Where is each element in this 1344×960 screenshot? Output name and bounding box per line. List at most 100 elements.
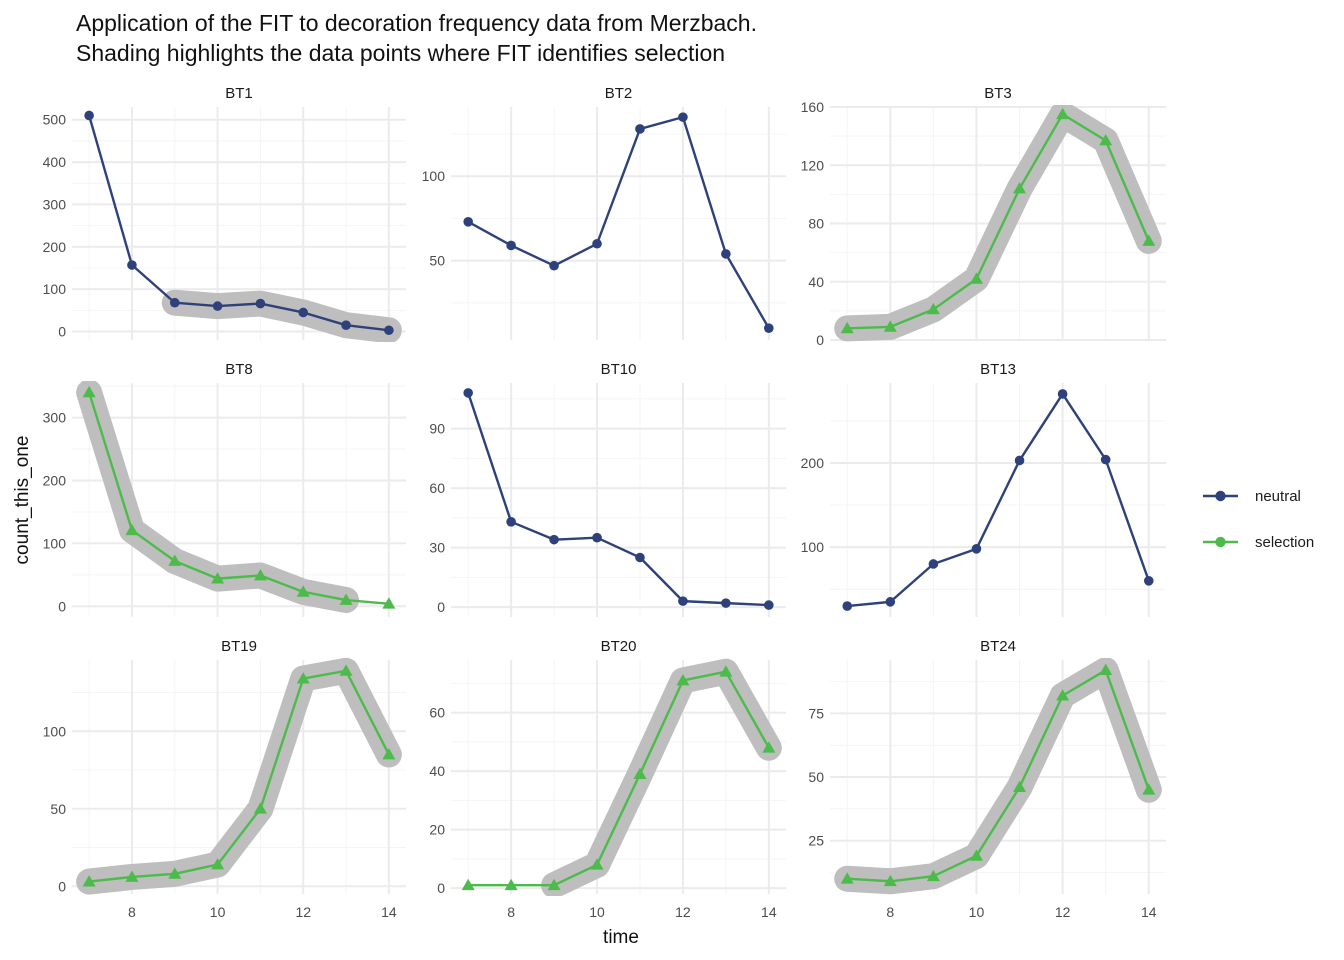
selection-shading xyxy=(76,658,402,895)
selection-shading xyxy=(834,658,1162,895)
data-point xyxy=(764,323,774,333)
x-tick-label: 12 xyxy=(1055,904,1071,920)
series-line-bt24 xyxy=(847,668,1150,883)
legend-key-marker xyxy=(1215,490,1226,502)
plot-area-bt2 xyxy=(463,112,774,333)
series-line-bt13 xyxy=(847,392,1150,608)
y-tick-label: 0 xyxy=(437,599,445,615)
data-point xyxy=(969,849,983,861)
panel-bt3: BT3 0 40 80 120 160 xyxy=(801,85,1166,348)
data-point xyxy=(1099,663,1113,676)
y-tick-label: 50 xyxy=(429,253,445,269)
y-tick-label: 60 xyxy=(429,480,445,496)
panel-title-bt24: BT24 xyxy=(980,638,1016,655)
data-point xyxy=(840,321,854,334)
selection-shading xyxy=(541,658,782,896)
data-point xyxy=(461,878,475,891)
data-point xyxy=(82,385,96,398)
y-axis-title: count_this_one xyxy=(12,436,33,565)
legend-item-selection: selection xyxy=(1203,534,1314,551)
plot-area-bt13 xyxy=(842,389,1154,611)
data-point xyxy=(1142,783,1156,795)
x-tick-label: 8 xyxy=(507,904,515,920)
data-point xyxy=(168,554,182,566)
data-point xyxy=(549,260,559,271)
data-point xyxy=(211,858,225,870)
data-point xyxy=(676,673,690,686)
data-point xyxy=(971,544,982,554)
x-tick-label: 12 xyxy=(675,904,691,920)
data-point xyxy=(1142,234,1156,246)
data-point xyxy=(969,272,983,284)
x-tick-label: 8 xyxy=(128,904,136,920)
data-point xyxy=(633,767,647,779)
y-tick-label: 75 xyxy=(808,705,824,721)
data-point xyxy=(296,585,310,597)
data-point xyxy=(125,870,139,882)
data-point xyxy=(842,601,853,611)
y-tick-label: 50 xyxy=(50,801,66,817)
x-tick-label: 14 xyxy=(761,904,777,920)
y-tick-label: 400 xyxy=(43,154,67,170)
data-point xyxy=(127,260,137,270)
series-line-bt8 xyxy=(87,392,389,605)
y-tick-label: 300 xyxy=(43,196,67,212)
x-tick-label: 10 xyxy=(589,904,605,920)
plot-area-bt19 xyxy=(76,658,402,895)
data-point xyxy=(721,598,731,608)
data-point xyxy=(592,238,602,249)
legend-key-marker xyxy=(1215,536,1226,548)
panel-bt24: BT24 25 50 75 8 10 12 14 xyxy=(808,638,1166,920)
y-tick-label: 100 xyxy=(43,535,67,551)
series-line-bt2 xyxy=(467,115,770,329)
data-point xyxy=(296,672,310,684)
plot-area-bt8 xyxy=(76,381,396,614)
legend: neutral selection xyxy=(1203,488,1314,551)
y-tick-label: 300 xyxy=(43,410,67,426)
panel-title-bt20: BT20 xyxy=(601,638,637,655)
plot-area-bt24 xyxy=(834,658,1162,895)
data-point xyxy=(341,320,351,330)
y-tick-label: 0 xyxy=(58,324,66,340)
data-point xyxy=(635,124,645,134)
y-tick-label: 0 xyxy=(437,880,445,896)
data-point xyxy=(1143,576,1154,586)
data-point xyxy=(298,307,309,318)
y-tick-label: 160 xyxy=(801,99,825,115)
panel-bt8: BT8 0 100 200 300 xyxy=(43,361,406,617)
data-point xyxy=(82,875,96,887)
y-tick-label: 0 xyxy=(58,598,66,614)
x-tick-label: 14 xyxy=(1141,904,1157,920)
data-point xyxy=(592,532,602,543)
panel-title-bt1: BT1 xyxy=(225,85,253,102)
data-point xyxy=(883,320,897,332)
y-tick-label: 50 xyxy=(808,769,824,785)
data-point xyxy=(1056,107,1070,120)
data-point xyxy=(721,249,731,259)
data-point xyxy=(590,858,604,870)
plot-area-bt20 xyxy=(461,658,782,896)
data-point xyxy=(255,298,266,309)
data-point xyxy=(1056,689,1070,701)
y-tick-label: 200 xyxy=(801,455,825,471)
data-point xyxy=(212,301,223,311)
data-point xyxy=(504,878,518,891)
data-point xyxy=(762,741,776,753)
series-line-bt20 xyxy=(468,670,770,887)
y-tick-label: 20 xyxy=(429,822,445,838)
data-point xyxy=(926,869,940,882)
y-tick-label: 100 xyxy=(43,281,67,297)
data-point xyxy=(678,112,688,122)
legend-item-neutral: neutral xyxy=(1203,488,1301,505)
chart-title: Application of the FIT to decoration fre… xyxy=(76,8,757,68)
panel-title-bt2: BT2 xyxy=(605,85,633,102)
data-point xyxy=(463,217,473,227)
panel-title-bt13: BT13 xyxy=(980,361,1016,378)
data-point xyxy=(168,867,182,879)
data-point xyxy=(764,600,774,610)
data-point xyxy=(1057,389,1068,399)
y-tick-label: 80 xyxy=(808,216,824,232)
x-tick-label: 14 xyxy=(381,904,397,920)
x-tick-label: 12 xyxy=(295,904,311,920)
title-line-2: Shading highlights the data points where… xyxy=(76,40,726,66)
